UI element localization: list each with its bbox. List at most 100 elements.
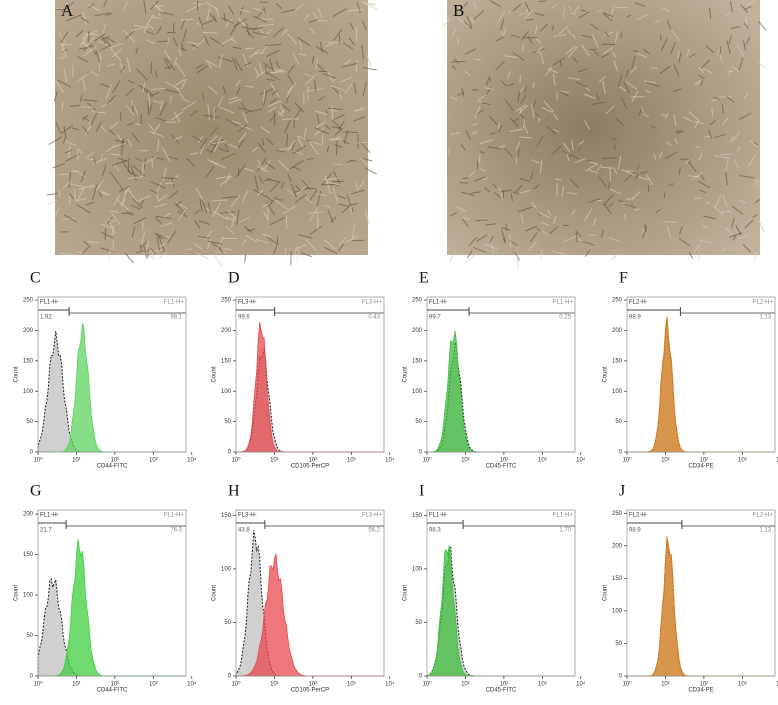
- cell: [451, 61, 465, 62]
- panel-label: D: [228, 270, 240, 287]
- y-tick-label: 250: [612, 298, 623, 304]
- control-histogram: [627, 541, 775, 676]
- y-tick-label: 100: [612, 608, 623, 614]
- cell: [214, 252, 225, 253]
- control-histogram: [38, 579, 186, 676]
- cell: [758, 180, 759, 188]
- gate-right-name: FL2-H+: [753, 300, 774, 306]
- y-tick-label: 200: [612, 328, 623, 334]
- x-tick-label: 10³: [149, 458, 158, 464]
- panel-label: J: [619, 483, 625, 500]
- y-tick-label: 100: [23, 593, 34, 599]
- y-tick-label: 0: [419, 674, 423, 680]
- cell: [254, 53, 264, 54]
- micrograph: [447, 0, 760, 255]
- y-tick-label: 150: [221, 513, 232, 519]
- y-tick-label: 150: [612, 576, 623, 582]
- x-tick-label: 10⁴: [576, 457, 586, 464]
- x-tick-label: 10³: [538, 682, 547, 688]
- gate-left-value: 98.9: [629, 315, 641, 321]
- y-tick-label: 0: [228, 450, 232, 456]
- cell: [214, 254, 221, 266]
- y-tick-label: 50: [615, 419, 622, 425]
- x-tick-label: 10⁰: [422, 681, 432, 688]
- y-tick-label: 150: [412, 513, 423, 519]
- y-tick-label: 100: [412, 389, 423, 395]
- y-axis-label: Count: [212, 366, 218, 382]
- gate-right-name: FL3-H+: [362, 513, 383, 519]
- y-tick-label: 100: [412, 566, 423, 572]
- x-axis-label: CD34-PE: [688, 688, 713, 694]
- y-axis-label: Count: [14, 585, 20, 601]
- gate-left-value: 98.3: [429, 528, 441, 534]
- gate-left-value: 43.8: [238, 528, 250, 534]
- cell: [759, 63, 764, 68]
- gate-right-name: FL3-H+: [362, 300, 383, 306]
- panel-label: B: [453, 1, 464, 20]
- panel-label: E: [419, 270, 429, 287]
- cell: [609, 183, 610, 189]
- x-tick-label: 10⁴: [576, 681, 586, 688]
- cell: [612, 254, 616, 259]
- x-tick-label: 10⁴: [187, 681, 197, 688]
- x-tick-label: 10¹: [461, 458, 470, 464]
- gate-left-name: FL1-H-: [429, 513, 448, 519]
- y-tick-label: 0: [619, 674, 623, 680]
- gate-left-value: 98.9: [629, 528, 641, 534]
- y-tick-label: 50: [224, 419, 231, 425]
- x-tick-label: 10⁰: [33, 457, 43, 464]
- x-axis-label: CD44-FITC: [97, 688, 128, 694]
- y-tick-label: 0: [30, 674, 34, 680]
- gate-right-value: 1.70: [559, 528, 571, 534]
- x-tick-label: 10³: [538, 458, 547, 464]
- y-tick-label: 250: [221, 298, 232, 304]
- gate-right-name: FL1-H+: [164, 513, 185, 519]
- gate-right-name: FL1-H+: [553, 513, 574, 519]
- y-tick-label: 200: [221, 328, 232, 334]
- y-tick-label: 50: [26, 419, 33, 425]
- x-tick-label: 10⁴: [385, 681, 395, 688]
- gate-right-value: 56.2: [368, 528, 380, 534]
- x-axis-label: CD45-FITC: [486, 464, 517, 470]
- y-tick-label: 50: [26, 633, 33, 639]
- y-tick-label: 0: [419, 450, 423, 456]
- y-tick-label: 250: [612, 511, 623, 517]
- gate-left-name: FL3-H-: [238, 513, 257, 519]
- x-tick-label: 10¹: [661, 682, 670, 688]
- gate-right-name: FL1-H+: [164, 300, 185, 306]
- y-tick-label: 100: [221, 566, 232, 572]
- cell: [356, 60, 357, 71]
- y-tick-label: 250: [412, 298, 423, 304]
- x-axis-label: CD45-FITC: [486, 688, 517, 694]
- gate-left-name: FL3-H-: [238, 300, 257, 306]
- cell: [283, 119, 298, 120]
- y-axis-label: Count: [212, 585, 218, 601]
- y-tick-label: 0: [228, 674, 232, 680]
- y-tick-label: 50: [415, 620, 422, 626]
- cell: [664, 193, 665, 197]
- x-axis-label: CD105-PerCP: [291, 464, 329, 470]
- gate-left-name: FL1-H-: [40, 513, 59, 519]
- cell: [319, 71, 328, 72]
- y-tick-label: 0: [619, 450, 623, 456]
- y-tick-label: 50: [615, 641, 622, 647]
- x-tick-label: 10⁰: [422, 457, 432, 464]
- panel-label: G: [30, 483, 42, 500]
- control-histogram: [627, 321, 775, 452]
- cell: [463, 178, 468, 179]
- plot-frame: [627, 297, 775, 452]
- y-tick-label: 200: [612, 543, 623, 549]
- cell: [173, 23, 174, 31]
- x-tick-label: 10¹: [270, 682, 279, 688]
- y-tick-label: 200: [412, 328, 423, 334]
- gate-right-value: 1.13: [759, 315, 771, 321]
- cell: [728, 71, 733, 72]
- control-histogram: [38, 331, 186, 452]
- cell: [69, 146, 70, 157]
- gate-right-value: 0.43: [368, 315, 380, 321]
- y-tick-label: 150: [412, 358, 423, 364]
- x-tick-label: 10⁰: [622, 681, 632, 688]
- gate-left-name: FL1-H-: [429, 300, 448, 306]
- x-axis-label: CD44-FITC: [97, 464, 128, 470]
- x-axis-label: CD105-PerCP: [291, 688, 329, 694]
